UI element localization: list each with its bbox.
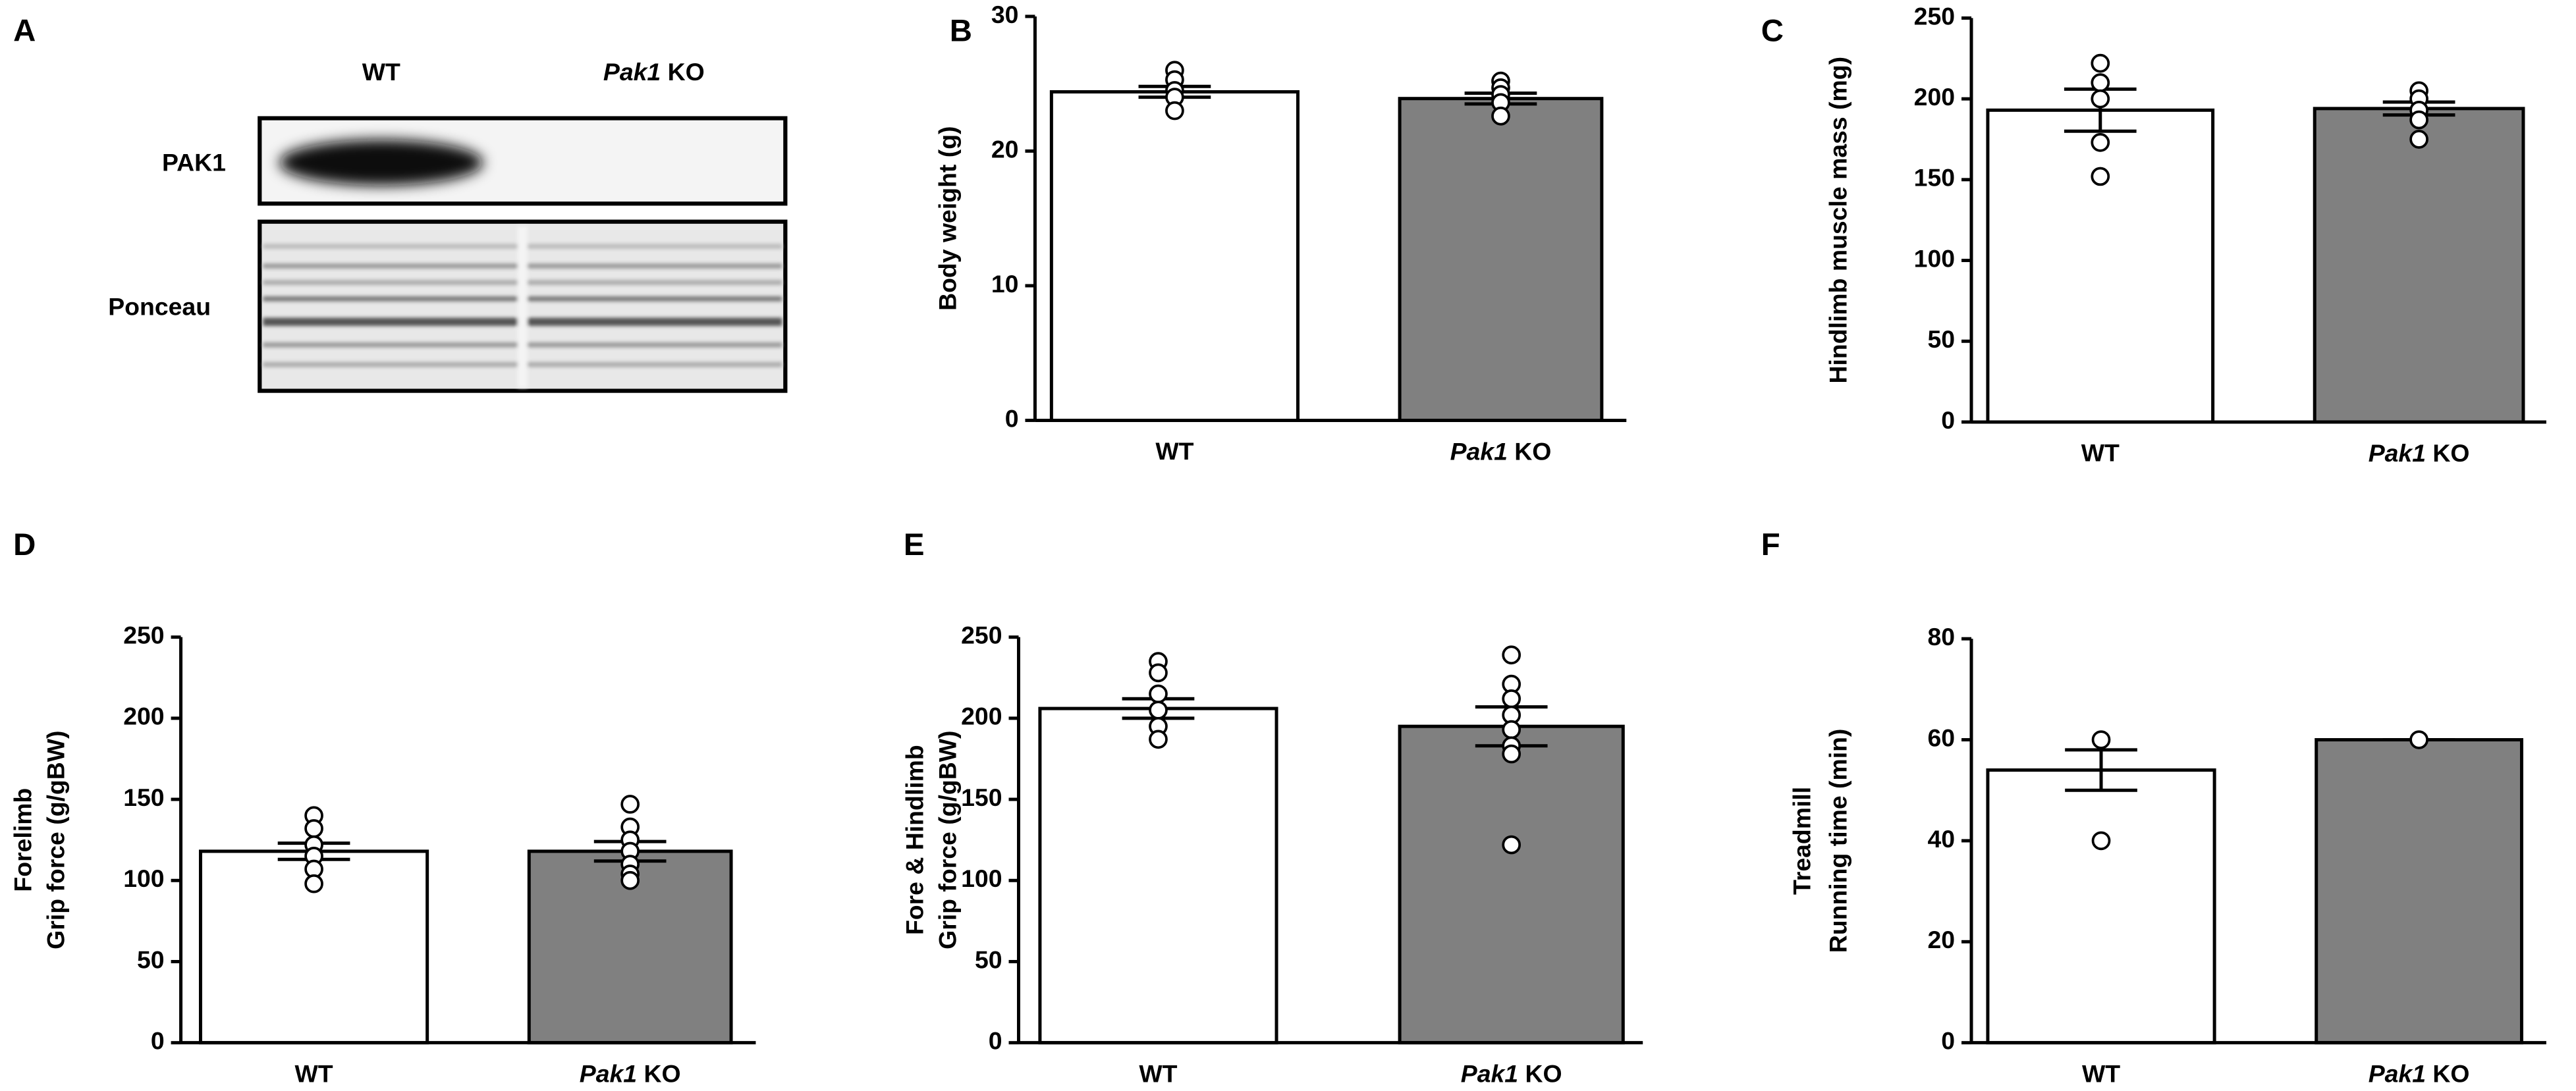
bar xyxy=(1398,724,1625,1045)
y-tick-label: 30 xyxy=(991,1,1019,28)
data-point xyxy=(1149,730,1168,749)
bar xyxy=(1049,90,1300,422)
y-tick-label: 40 xyxy=(1927,825,1955,853)
panel-letter: E xyxy=(904,527,925,562)
y-tick-label: 0 xyxy=(151,1027,165,1055)
data-point xyxy=(2091,53,2110,73)
y-tick-label: 60 xyxy=(1927,724,1955,751)
x-tick-label: WT xyxy=(1155,437,1193,465)
data-point xyxy=(1149,663,1168,683)
data-point xyxy=(2091,167,2110,186)
data-point xyxy=(1502,744,1521,764)
panel-letter: A xyxy=(13,13,36,48)
y-tick-label: 0 xyxy=(1941,406,1955,434)
column-label: Pak1 KO xyxy=(603,58,705,86)
panel-letter: B xyxy=(950,13,972,48)
data-point xyxy=(2409,110,2428,130)
y-tick-label: 0 xyxy=(1005,404,1019,432)
ponceau-bands xyxy=(263,226,782,388)
y-axis-label: Grip force (g/gBW) xyxy=(934,730,962,949)
x-tick-label: WT xyxy=(294,1059,333,1087)
y-tick-label: 150 xyxy=(123,784,164,811)
y-tick-label: 100 xyxy=(961,865,1002,892)
data-point xyxy=(2409,730,2428,749)
x-tick-label: WT xyxy=(2081,439,2120,467)
x-tick-label: WT xyxy=(1139,1059,1177,1087)
data-point xyxy=(1502,645,1521,665)
y-tick-label: 200 xyxy=(961,703,1002,730)
y-tick-label: 50 xyxy=(975,945,1002,973)
y-tick-label: 0 xyxy=(1941,1027,1955,1055)
data-point xyxy=(304,819,323,838)
y-axis-label: Forelimb xyxy=(9,788,37,892)
y-tick-label: 150 xyxy=(1914,164,1955,192)
bar xyxy=(2315,738,2523,1045)
y-tick-label: 80 xyxy=(1927,623,1955,651)
row-label: Ponceau xyxy=(108,293,211,321)
y-tick-label: 200 xyxy=(123,703,164,730)
y-tick-label: 250 xyxy=(123,622,164,649)
data-point xyxy=(304,874,323,893)
y-tick-label: 100 xyxy=(1914,244,1955,272)
y-tick-label: 0 xyxy=(989,1027,1002,1055)
data-point xyxy=(2091,831,2111,851)
panel-a: A WT Pak1 KO PAK1 Ponceau xyxy=(13,13,788,393)
data-point xyxy=(2091,730,2111,749)
data-point xyxy=(2409,130,2428,149)
bar xyxy=(1986,768,2216,1045)
x-tick-label: Pak1 KO xyxy=(1461,1059,1562,1087)
y-tick-label: 250 xyxy=(1914,2,1955,30)
bar xyxy=(2313,107,2525,424)
panel-letter: F xyxy=(1761,527,1780,562)
y-tick-label: 200 xyxy=(1914,83,1955,111)
y-axis-label: Treadmill xyxy=(1788,787,1815,895)
data-point xyxy=(1491,106,1510,126)
y-tick-label: 20 xyxy=(991,135,1019,163)
bar xyxy=(1986,108,2215,424)
data-point xyxy=(1502,720,1521,739)
y-axis-label: Running time (min) xyxy=(1824,729,1851,953)
data-point xyxy=(1149,684,1168,704)
column-label: WT xyxy=(362,58,400,86)
x-tick-label: Pak1 KO xyxy=(1450,437,1552,465)
y-axis-label: Hindlimb muscle mass (mg) xyxy=(1824,57,1851,384)
y-axis-label: Fore & Hindlimb xyxy=(901,745,929,935)
bar xyxy=(1038,706,1278,1045)
y-tick-label: 20 xyxy=(1927,926,1955,953)
data-point xyxy=(2091,133,2110,152)
y-axis-label: Grip force (g/gBW) xyxy=(41,730,69,949)
data-point xyxy=(620,795,640,814)
data-point xyxy=(1165,101,1184,120)
y-tick-label: 50 xyxy=(137,945,165,973)
bar xyxy=(1398,97,1604,422)
panel-letter: C xyxy=(1761,13,1784,48)
data-point xyxy=(2091,89,2110,109)
data-point xyxy=(1502,689,1521,708)
y-tick-label: 150 xyxy=(961,784,1002,811)
data-point xyxy=(1502,835,1521,855)
y-tick-label: 10 xyxy=(991,270,1019,298)
y-tick-label: 100 xyxy=(123,865,164,892)
x-tick-label: Pak1 KO xyxy=(580,1059,681,1087)
data-point xyxy=(620,870,640,890)
y-tick-label: 250 xyxy=(961,622,1002,649)
y-tick-label: 50 xyxy=(1927,325,1955,353)
row-label: PAK1 xyxy=(162,148,226,176)
blot-band xyxy=(279,139,483,186)
data-point xyxy=(2091,73,2110,92)
x-tick-label: Pak1 KO xyxy=(2369,1059,2470,1087)
panel-letter: D xyxy=(13,527,36,562)
x-tick-label: Pak1 KO xyxy=(2369,439,2470,467)
x-tick-label: WT xyxy=(2082,1059,2120,1087)
data-point xyxy=(1149,701,1168,720)
y-axis-label: Body weight (g) xyxy=(934,126,962,310)
